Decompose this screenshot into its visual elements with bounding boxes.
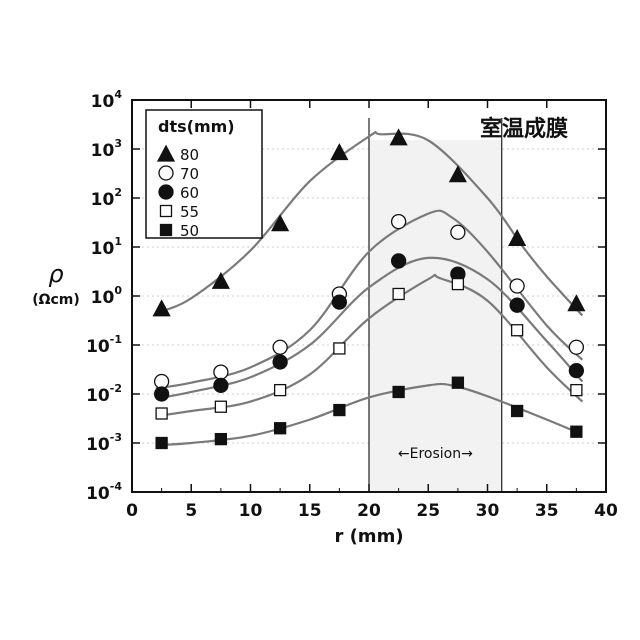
data-point-dts-60 bbox=[273, 355, 287, 369]
legend-label: 70 bbox=[180, 165, 199, 183]
data-point-dts-70 bbox=[273, 340, 287, 354]
data-point-dts-50 bbox=[452, 377, 463, 388]
legend-title: dts(mm) bbox=[158, 117, 235, 136]
data-point-dts-55 bbox=[334, 343, 345, 354]
x-tick-label: 5 bbox=[185, 501, 197, 521]
data-point-dts-60 bbox=[510, 298, 524, 312]
data-point-dts-70 bbox=[214, 365, 228, 379]
y-tick-exponent: 4 bbox=[114, 88, 122, 101]
data-point-dts-60 bbox=[155, 387, 169, 401]
x-tick-label: 35 bbox=[535, 501, 559, 521]
data-point-dts-80 bbox=[391, 130, 407, 145]
x-axis-title: r (mm) bbox=[334, 526, 403, 547]
y-tick-base: 10 bbox=[91, 92, 115, 112]
data-point-dts-60 bbox=[332, 295, 346, 309]
data-point-dts-50 bbox=[275, 423, 286, 434]
legend-marker-dts-70 bbox=[159, 166, 173, 180]
data-point-dts-50 bbox=[156, 438, 167, 449]
y-tick-exponent: 1 bbox=[114, 235, 122, 248]
erosion-text: Erosion bbox=[410, 446, 461, 462]
y-tick-base: 10 bbox=[86, 435, 110, 455]
x-tick-label: 0 bbox=[126, 501, 138, 521]
y-tick-label: 10-1 bbox=[86, 333, 122, 357]
data-point-dts-70 bbox=[569, 340, 583, 354]
y-tick-exponent: -1 bbox=[110, 333, 122, 346]
data-point-dts-50 bbox=[215, 434, 226, 445]
y-tick-base: 10 bbox=[91, 141, 115, 161]
y-tick-label: 104 bbox=[91, 88, 123, 112]
x-tick-label: 15 bbox=[298, 501, 322, 521]
y-axis-title: ρ bbox=[48, 260, 63, 288]
legend-label: 60 bbox=[180, 184, 199, 202]
x-tick-label: 40 bbox=[594, 501, 618, 521]
y-tick-base: 10 bbox=[86, 386, 110, 406]
legend-marker-dts-60 bbox=[159, 185, 173, 199]
erosion-label: ←Erosion→ bbox=[398, 446, 473, 462]
data-point-dts-55 bbox=[275, 385, 286, 396]
legend-marker-dts-50 bbox=[161, 225, 172, 236]
data-point-dts-80 bbox=[509, 230, 525, 245]
data-point-dts-60 bbox=[569, 364, 583, 378]
y-tick-label: 100 bbox=[91, 284, 123, 308]
y-tick-base: 10 bbox=[91, 190, 115, 210]
x-tick-label: 30 bbox=[476, 501, 500, 521]
data-point-dts-70 bbox=[451, 225, 465, 239]
y-tick-label: 102 bbox=[91, 186, 122, 210]
y-tick-base: 10 bbox=[91, 288, 115, 308]
legend-label: 50 bbox=[180, 222, 199, 240]
data-point-dts-55 bbox=[571, 385, 582, 396]
data-point-dts-60 bbox=[392, 254, 406, 268]
erosion-arrow-left: ← bbox=[398, 446, 410, 462]
y-tick-exponent: 3 bbox=[114, 137, 122, 150]
data-point-dts-50 bbox=[571, 426, 582, 437]
data-point-dts-70 bbox=[392, 215, 406, 229]
y-tick-exponent: 2 bbox=[114, 186, 122, 199]
y-tick-base: 10 bbox=[86, 484, 110, 504]
annotation-room-temperature: 室温成膜 bbox=[480, 116, 568, 142]
data-point-dts-50 bbox=[393, 386, 404, 397]
data-point-dts-70 bbox=[510, 279, 524, 293]
y-tick-label: 10-4 bbox=[86, 480, 122, 504]
x-tick-label: 10 bbox=[239, 501, 263, 521]
data-point-dts-55 bbox=[452, 279, 463, 290]
legend: dts(mm) 8070605550 bbox=[146, 110, 262, 240]
y-axis-unit: (Ωcm) bbox=[32, 292, 80, 308]
y-tick-label: 10-3 bbox=[86, 431, 122, 455]
x-tick-label: 20 bbox=[357, 501, 381, 521]
y-tick-label: 10-2 bbox=[86, 382, 122, 406]
y-tick-base: 10 bbox=[91, 239, 115, 259]
x-tick-label: 25 bbox=[416, 501, 440, 521]
y-tick-exponent: 0 bbox=[114, 284, 122, 297]
y-tick-exponent: -2 bbox=[110, 382, 122, 395]
y-tick-label: 101 bbox=[91, 235, 122, 259]
y-tick-label: 103 bbox=[91, 137, 122, 161]
data-point-dts-55 bbox=[215, 401, 226, 412]
data-point-dts-60 bbox=[214, 378, 228, 392]
erosion-arrow-right: → bbox=[461, 446, 473, 462]
legend-label: 80 bbox=[180, 146, 199, 164]
y-tick-exponent: -4 bbox=[110, 480, 123, 493]
data-point-dts-50 bbox=[512, 405, 523, 416]
legend-marker-dts-55 bbox=[161, 206, 172, 217]
y-tick-base: 10 bbox=[86, 337, 110, 357]
data-point-dts-50 bbox=[334, 405, 345, 416]
data-point-dts-55 bbox=[512, 325, 523, 336]
data-point-dts-55 bbox=[156, 408, 167, 419]
y-tick-exponent: -3 bbox=[110, 431, 122, 444]
data-point-dts-55 bbox=[393, 288, 404, 299]
legend-label: 55 bbox=[180, 203, 199, 221]
